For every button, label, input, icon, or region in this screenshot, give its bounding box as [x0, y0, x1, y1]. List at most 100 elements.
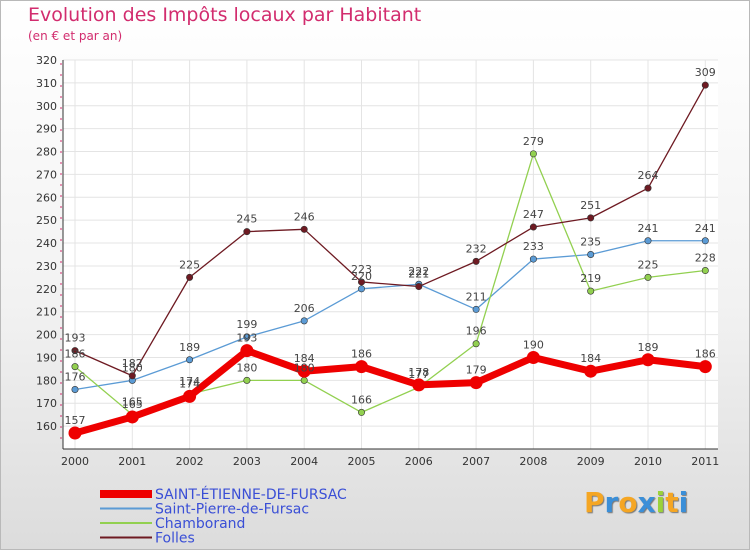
- data-point: [472, 340, 480, 348]
- data-label: 184: [294, 352, 315, 365]
- x-tick-label: 2007: [462, 455, 490, 468]
- y-tick-label: 220: [36, 283, 57, 296]
- data-point: [68, 426, 82, 440]
- data-label: 166: [351, 393, 372, 406]
- legend-label: Folles: [155, 531, 195, 547]
- data-label: 245: [236, 213, 257, 226]
- data-point: [355, 360, 368, 374]
- data-label: 182: [122, 357, 143, 370]
- y-tick-label: 230: [36, 260, 57, 273]
- y-tick-label: 250: [36, 214, 57, 227]
- data-label: 157: [65, 414, 86, 427]
- data-point: [125, 410, 139, 424]
- data-label: 174: [179, 375, 200, 388]
- data-point: [529, 255, 537, 263]
- legend-label: Saint-Pierre-de-Fursac: [155, 502, 309, 518]
- data-point: [701, 237, 709, 245]
- data-label: 165: [122, 398, 143, 411]
- chart-subtitle: (en € et par an): [28, 29, 123, 43]
- data-point: [584, 364, 598, 378]
- data-label: 251: [580, 199, 601, 212]
- x-tick-label: 2004: [290, 455, 318, 468]
- data-label: 186: [695, 348, 716, 361]
- y-tick-label: 310: [36, 77, 57, 90]
- data-point: [240, 344, 254, 358]
- data-label: 180: [122, 361, 143, 374]
- data-point: [186, 356, 194, 364]
- data-label: 219: [580, 272, 601, 285]
- data-point: [297, 364, 311, 378]
- logo-letter: o: [618, 486, 638, 519]
- data-point: [644, 273, 652, 281]
- data-point: [357, 408, 365, 416]
- proxiti-logo: Proxiti: [584, 486, 688, 519]
- data-label: 190: [523, 338, 544, 351]
- data-label: 246: [294, 210, 315, 223]
- data-label: 247: [523, 208, 544, 221]
- data-point: [587, 287, 595, 295]
- y-tick-label: 280: [36, 146, 57, 159]
- y-tick-label: 180: [36, 374, 57, 387]
- x-tick-label: 2010: [634, 455, 662, 468]
- data-label: 223: [351, 263, 372, 276]
- data-label: 179: [466, 364, 487, 377]
- series-line: [74, 240, 706, 391]
- legend-label: SAINT-ÉTIENNE-DE-FURSAC: [155, 486, 347, 503]
- data-label: 180: [294, 361, 315, 374]
- data-point: [183, 389, 197, 403]
- x-tick-label: 2000: [61, 455, 89, 468]
- data-label: 186: [351, 348, 372, 361]
- series-line: [71, 347, 709, 437]
- data-label: 180: [236, 361, 257, 374]
- y-tick-label: 170: [36, 397, 57, 410]
- data-point: [469, 376, 483, 390]
- x-tick-label: 2003: [233, 455, 261, 468]
- legend-label: Chamborand: [155, 516, 245, 532]
- data-label: 177: [408, 368, 429, 381]
- data-point: [644, 184, 652, 192]
- logo-letter: i: [678, 486, 689, 519]
- y-tick-label: 240: [36, 237, 57, 250]
- logo-letter: P: [584, 486, 605, 519]
- data-point: [243, 376, 251, 384]
- data-label: 178: [408, 366, 429, 379]
- data-point: [698, 360, 712, 374]
- data-point: [701, 267, 709, 275]
- data-label: 235: [580, 236, 601, 249]
- x-tick-label: 2001: [118, 455, 146, 468]
- data-label: 228: [695, 252, 716, 265]
- data-point: [644, 237, 652, 245]
- data-point: [526, 350, 540, 364]
- data-label: 225: [638, 258, 659, 271]
- data-label: 221: [408, 268, 429, 281]
- logo-letter: i: [655, 486, 666, 519]
- data-label: 241: [638, 222, 659, 235]
- data-point: [128, 372, 136, 380]
- y-tick-label: 160: [36, 420, 57, 433]
- x-tick-label: 2005: [348, 455, 376, 468]
- data-label: 279: [523, 135, 544, 148]
- x-tick-label: 2011: [691, 455, 719, 468]
- y-tick-label: 320: [36, 54, 57, 67]
- data-label: 184: [580, 352, 601, 365]
- data-label: 196: [466, 325, 487, 338]
- plot-area: [63, 60, 718, 449]
- data-point: [357, 285, 365, 293]
- data-point: [71, 363, 79, 371]
- data-point: [300, 317, 308, 325]
- chart-title: Evolution des Impôts locaux par Habitant: [28, 4, 422, 26]
- data-label: 189: [638, 341, 659, 354]
- data-point: [71, 386, 79, 394]
- data-label: 233: [523, 240, 544, 253]
- data-point: [472, 305, 480, 313]
- data-point: [243, 333, 251, 341]
- data-point: [529, 150, 537, 158]
- x-tick-label: 2009: [577, 455, 605, 468]
- x-tick-label: 2006: [405, 455, 433, 468]
- data-point: [243, 228, 251, 236]
- data-point: [186, 273, 194, 281]
- data-point: [641, 353, 655, 367]
- data-label: 199: [236, 318, 257, 331]
- series-line: [74, 84, 706, 377]
